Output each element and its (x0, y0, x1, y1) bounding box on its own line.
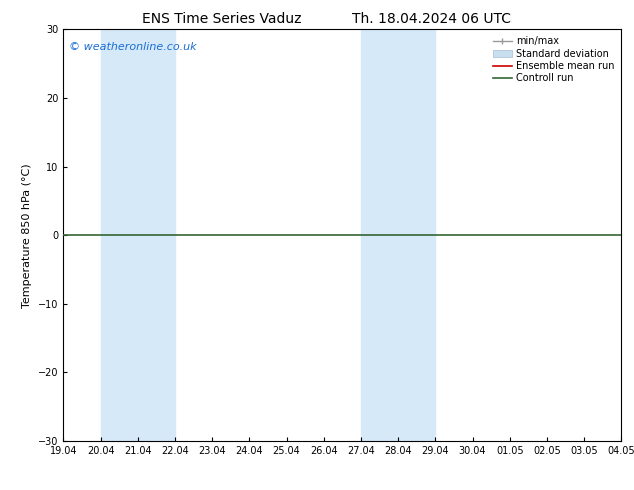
Text: Th. 18.04.2024 06 UTC: Th. 18.04.2024 06 UTC (352, 12, 510, 26)
Bar (361, 29, 436, 441)
Y-axis label: Temperature 850 hPa (°C): Temperature 850 hPa (°C) (22, 163, 32, 308)
Text: © weatheronline.co.uk: © weatheronline.co.uk (69, 42, 197, 52)
Bar (101, 29, 175, 441)
Legend: min/max, Standard deviation, Ensemble mean run, Controll run: min/max, Standard deviation, Ensemble me… (491, 34, 616, 85)
Text: ENS Time Series Vaduz: ENS Time Series Vaduz (142, 12, 302, 26)
